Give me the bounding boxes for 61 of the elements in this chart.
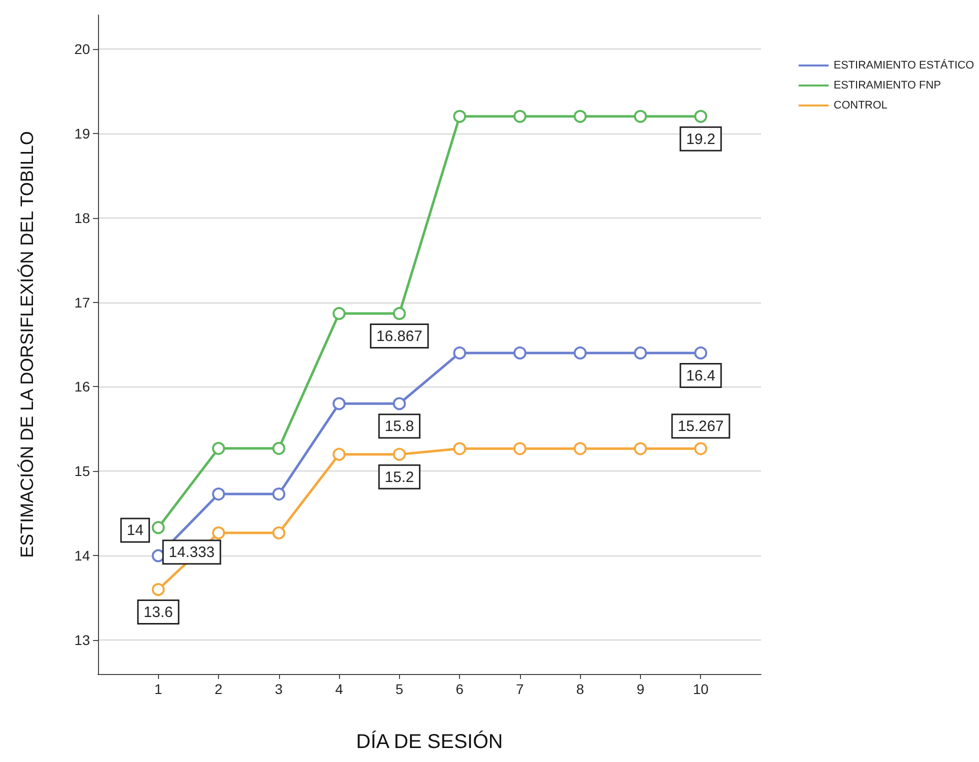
x-tick-label: 3 <box>274 681 283 697</box>
point <box>634 346 647 360</box>
point <box>212 488 226 501</box>
point <box>574 110 587 123</box>
data-label: 15.8 <box>384 418 414 436</box>
data-label: 13.6 <box>144 604 173 622</box>
legend-label: ESTIRAMIENTO ESTÁTICO <box>834 58 974 72</box>
data-label: 14.333 <box>168 544 215 562</box>
data-label: 14 <box>126 522 144 540</box>
legend-label: CONTROL <box>834 100 888 112</box>
point <box>453 442 466 456</box>
y-tick-label: 18 <box>74 210 90 226</box>
x-tick-label: 7 <box>516 681 524 697</box>
point <box>513 346 526 360</box>
data-label: 16.867 <box>376 328 422 345</box>
x-tick-label: 9 <box>636 681 645 697</box>
point <box>272 526 286 540</box>
point <box>634 442 647 456</box>
legend-label: ESTIRAMIENTO FNP <box>834 80 942 92</box>
point <box>694 110 708 123</box>
point <box>332 306 346 320</box>
x-tick-label: 5 <box>395 681 404 697</box>
point <box>694 442 708 456</box>
point <box>212 442 226 455</box>
y-tick-label: 16 <box>74 378 90 395</box>
point <box>212 526 226 540</box>
point <box>392 397 406 410</box>
point <box>453 110 466 123</box>
y-tick-label: 14 <box>74 548 90 564</box>
point <box>332 448 346 461</box>
data-label: 19.2 <box>686 130 716 148</box>
point <box>152 583 165 596</box>
point <box>513 442 526 456</box>
point <box>513 110 526 123</box>
point <box>453 346 466 360</box>
point <box>272 488 286 501</box>
y-axis-title: ESTIMACIÓN DE LA DORSIFLEXIÓN DEL TOBILLO <box>17 131 37 558</box>
y-tick-label: 19 <box>74 125 90 142</box>
point <box>272 442 286 455</box>
y-tick-label: 13 <box>74 632 90 648</box>
point <box>574 442 587 456</box>
x-tick-label: 4 <box>335 681 344 697</box>
point <box>392 448 406 461</box>
x-axis-title: DÍA DE SESIÓN <box>356 730 503 753</box>
x-tick-label: 1 <box>154 681 162 697</box>
point <box>634 110 647 123</box>
y-tick-label: 15 <box>74 463 90 480</box>
point <box>152 521 165 534</box>
x-tick-label: 10 <box>692 681 709 697</box>
y-tick-label: 20 <box>74 40 90 57</box>
point <box>574 346 587 360</box>
x-tick-label: 8 <box>576 681 584 697</box>
y-tick-label: 17 <box>74 294 90 310</box>
point <box>694 346 708 360</box>
point <box>392 306 406 320</box>
x-tick-label: 2 <box>214 681 223 697</box>
x-tick-label: 6 <box>456 681 464 697</box>
point <box>332 397 346 410</box>
data-label: 16.4 <box>686 367 716 384</box>
data-label: 15.2 <box>384 468 414 486</box>
data-label: 15.267 <box>678 418 724 436</box>
